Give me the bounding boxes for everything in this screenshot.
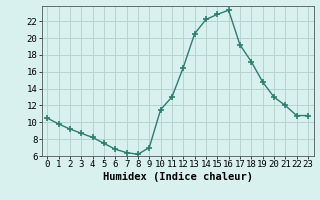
X-axis label: Humidex (Indice chaleur): Humidex (Indice chaleur) (103, 172, 252, 182)
